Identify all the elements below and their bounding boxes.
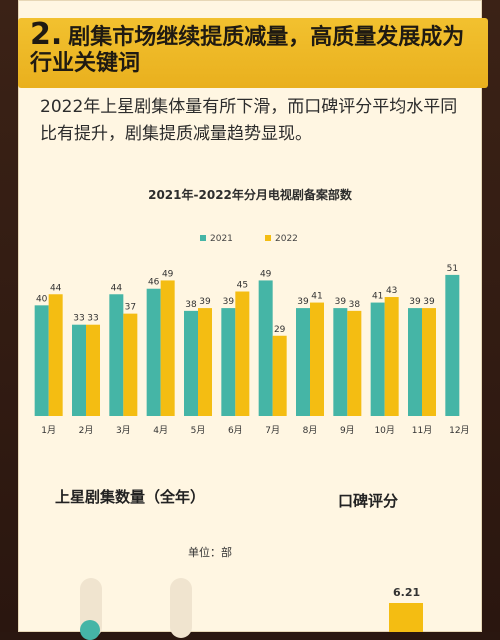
data-label-2022-1: 44 <box>50 283 62 293</box>
data-label-2022-8: 41 <box>311 292 322 302</box>
data-label-2022-4: 49 <box>162 269 174 279</box>
bar-2021-9 <box>333 308 348 416</box>
legend-label-2022: 2022 <box>275 234 298 244</box>
legend-label-2021: 2021 <box>210 234 233 244</box>
x-tick-label: 9月 <box>340 425 355 436</box>
bar-2021-6 <box>221 308 236 416</box>
data-label-2021-11: 39 <box>409 297 421 307</box>
unit-label: 单位：部 <box>188 546 232 559</box>
section-title-text: 剧集市场继续提质减量，高质量发展成为行业关键词 <box>30 25 465 76</box>
chart-title: 2021年-2022年分月电视剧备案部数 <box>148 188 352 202</box>
data-label-2021-5: 38 <box>185 300 197 310</box>
bar-2022-1 <box>48 294 63 416</box>
x-tick-label: 11月 <box>412 425 432 436</box>
data-label-2021-12: 51 <box>447 264 458 274</box>
bar-2021-8 <box>296 308 310 416</box>
bar-2022-5 <box>198 308 212 416</box>
bar-2022-2 <box>86 324 100 416</box>
legend-swatch-2021 <box>200 235 206 241</box>
right-section-title: 口碑评分 <box>338 492 399 510</box>
bar-2021-3 <box>109 294 124 416</box>
section-title: 2. 剧集市场继续提质减量，高质量发展成为行业关键词 <box>30 20 470 77</box>
legend-swatch-2022 <box>265 235 271 241</box>
x-tick-label: 12月 <box>449 425 469 436</box>
bar-2022-9 <box>347 310 362 416</box>
x-tick-label: 2月 <box>79 425 94 436</box>
data-label-2022-6: 45 <box>237 281 248 291</box>
data-label-2021-6: 39 <box>223 297 235 307</box>
x-tick-label: 5月 <box>191 425 206 436</box>
x-tick-label: 3月 <box>116 425 131 436</box>
data-label-2022-5: 39 <box>199 297 211 307</box>
x-tick-label: 8月 <box>303 425 318 436</box>
section-title-bar <box>18 18 488 88</box>
bar-2021-4 <box>146 288 161 416</box>
data-label-2022-9: 38 <box>349 300 361 310</box>
x-tick-label: 1月 <box>41 425 56 436</box>
bar-2021-11 <box>408 308 422 416</box>
data-label-2021-8: 39 <box>297 297 309 307</box>
bar-2021-5 <box>184 310 198 416</box>
left-dot <box>80 620 100 640</box>
bar-2022-11 <box>422 308 436 416</box>
bar-2021-1 <box>34 305 49 416</box>
data-label-2021-4: 46 <box>148 278 160 288</box>
data-label-2022-11: 39 <box>423 297 435 307</box>
data-label-2022-10: 43 <box>386 286 397 296</box>
data-label-2021-7: 49 <box>260 269 272 279</box>
bar-2021-7 <box>258 280 273 416</box>
x-tick-label: 6月 <box>228 425 243 436</box>
bar-2021-10 <box>370 302 385 416</box>
bar-2021-12 <box>445 274 460 416</box>
data-label-2022-7: 29 <box>274 325 286 335</box>
content-panel <box>18 0 482 632</box>
summary-text: 2022年上星剧集体量有所下滑，而口碑评分平均水平同比有提升，剧集提质减量趋势显… <box>40 97 458 144</box>
x-tick-label: 7月 <box>265 425 280 436</box>
data-label-2021-1: 40 <box>36 294 48 304</box>
bar-2022-3 <box>123 313 138 416</box>
data-label-2021-2: 33 <box>73 314 84 324</box>
data-label-2022-3: 37 <box>125 303 136 313</box>
bar-2022-6 <box>235 291 250 416</box>
data-label-2021-9: 39 <box>335 297 347 307</box>
bar-2021-2 <box>72 324 86 416</box>
score-bar <box>389 603 423 632</box>
left-section-title: 上星剧集数量（全年） <box>55 488 206 506</box>
right-pill <box>170 578 192 638</box>
data-label-2021-3: 44 <box>111 283 123 293</box>
data-label-2022-2: 33 <box>87 314 98 324</box>
score-value: 6.21 <box>393 586 421 599</box>
x-tick-label: 4月 <box>153 425 168 436</box>
bar-2022-10 <box>384 297 399 416</box>
bar-2022-8 <box>310 302 324 416</box>
bar-2022-4 <box>160 280 175 416</box>
data-label-2021-10: 41 <box>372 292 383 302</box>
section-number: 2. <box>30 17 63 52</box>
x-tick-label: 10月 <box>374 425 394 436</box>
bar-2022-7 <box>272 335 287 416</box>
